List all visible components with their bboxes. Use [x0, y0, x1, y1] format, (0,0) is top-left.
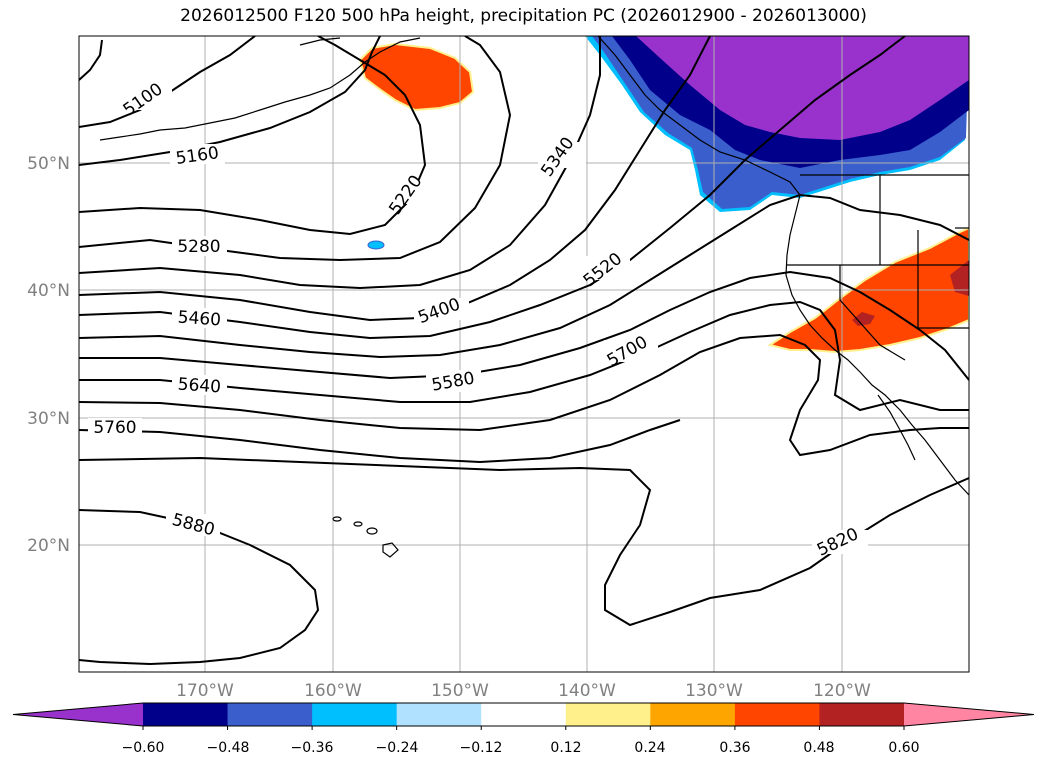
lon-label-160w: 160°W — [304, 681, 362, 701]
map-title: 2026012500 F120 500 hPa height, precipit… — [180, 6, 867, 26]
lat-label-40n: 40°N — [27, 281, 70, 301]
colorbar-segment — [396, 703, 482, 726]
colorbar-ticks: −0.60 −0.48 −0.36 −0.24 −0.12 0.12 0.24 … — [122, 740, 920, 756]
colorbar-segment — [819, 703, 905, 726]
contour-label-5460: 5460 — [177, 308, 222, 331]
colorbar-segment — [312, 703, 398, 726]
contour-5580 — [79, 270, 969, 381]
colorbar-tick: −0.48 — [207, 740, 250, 756]
colorbar-extend-min — [13, 703, 143, 726]
lon-label-150w: 150°W — [431, 681, 489, 701]
lat-label-20n: 20°N — [27, 536, 70, 556]
precip-positive-aleutian — [358, 42, 475, 112]
colorbar-tick: −0.12 — [460, 740, 503, 756]
contour-5340 — [79, 36, 601, 290]
colorbar-tick: −0.36 — [291, 740, 334, 756]
longitude-labels: 170°W 160°W 150°W 140°W 130°W 120°W — [176, 681, 871, 701]
colorbar-segment — [143, 703, 229, 726]
contour-5100-loop — [79, 39, 103, 81]
colorbar-segment — [650, 703, 736, 726]
contour-5160 — [79, 36, 381, 166]
lon-label-140w: 140°W — [558, 681, 616, 701]
contour-5640 — [79, 300, 969, 412]
lon-label-170w: 170°W — [176, 681, 234, 701]
contour-label-5640: 5640 — [177, 375, 222, 398]
contour-5700 — [79, 333, 969, 457]
colorbar-tick: 0.60 — [888, 740, 919, 756]
colorbar-tick: 0.36 — [719, 740, 750, 756]
latitude-labels: 50°N 40°N 30°N 20°N — [27, 154, 70, 556]
contour-label-5280: 5280 — [177, 237, 220, 257]
colorbar-extend-max — [904, 703, 1034, 726]
colorbar-segment — [565, 703, 651, 726]
colorbar-tick: 0.24 — [634, 740, 665, 756]
lon-label-130w: 130°W — [685, 681, 743, 701]
contour-5520 — [79, 193, 969, 359]
lat-label-30n: 30°N — [27, 409, 70, 429]
hawaii-islands — [332, 516, 399, 558]
colorbar-segment — [481, 703, 567, 726]
precip-positive-dark-1 — [852, 312, 875, 326]
colorbar-tick: −0.60 — [122, 740, 165, 756]
colorbar — [12, 702, 1035, 730]
colorbar-tick: 0.12 — [550, 740, 581, 756]
colorbar-tick: 0.48 — [803, 740, 834, 756]
map-frame — [78, 35, 970, 673]
colorbar-segment — [227, 703, 313, 726]
precip-negative-blob — [367, 240, 385, 250]
contour-label-5760: 5760 — [93, 418, 136, 438]
colorbar-segment — [734, 703, 820, 726]
lat-label-50n: 50°N — [27, 154, 70, 174]
colorbar-tick: −0.24 — [376, 740, 419, 756]
lon-label-120w: 120°W — [813, 681, 871, 701]
precip-negative-strong — [636, 36, 969, 140]
contour-5400 — [79, 36, 711, 322]
precip-positive-dark-2 — [950, 260, 969, 296]
coastlines — [99, 36, 969, 496]
contour-5760 — [79, 419, 681, 464]
